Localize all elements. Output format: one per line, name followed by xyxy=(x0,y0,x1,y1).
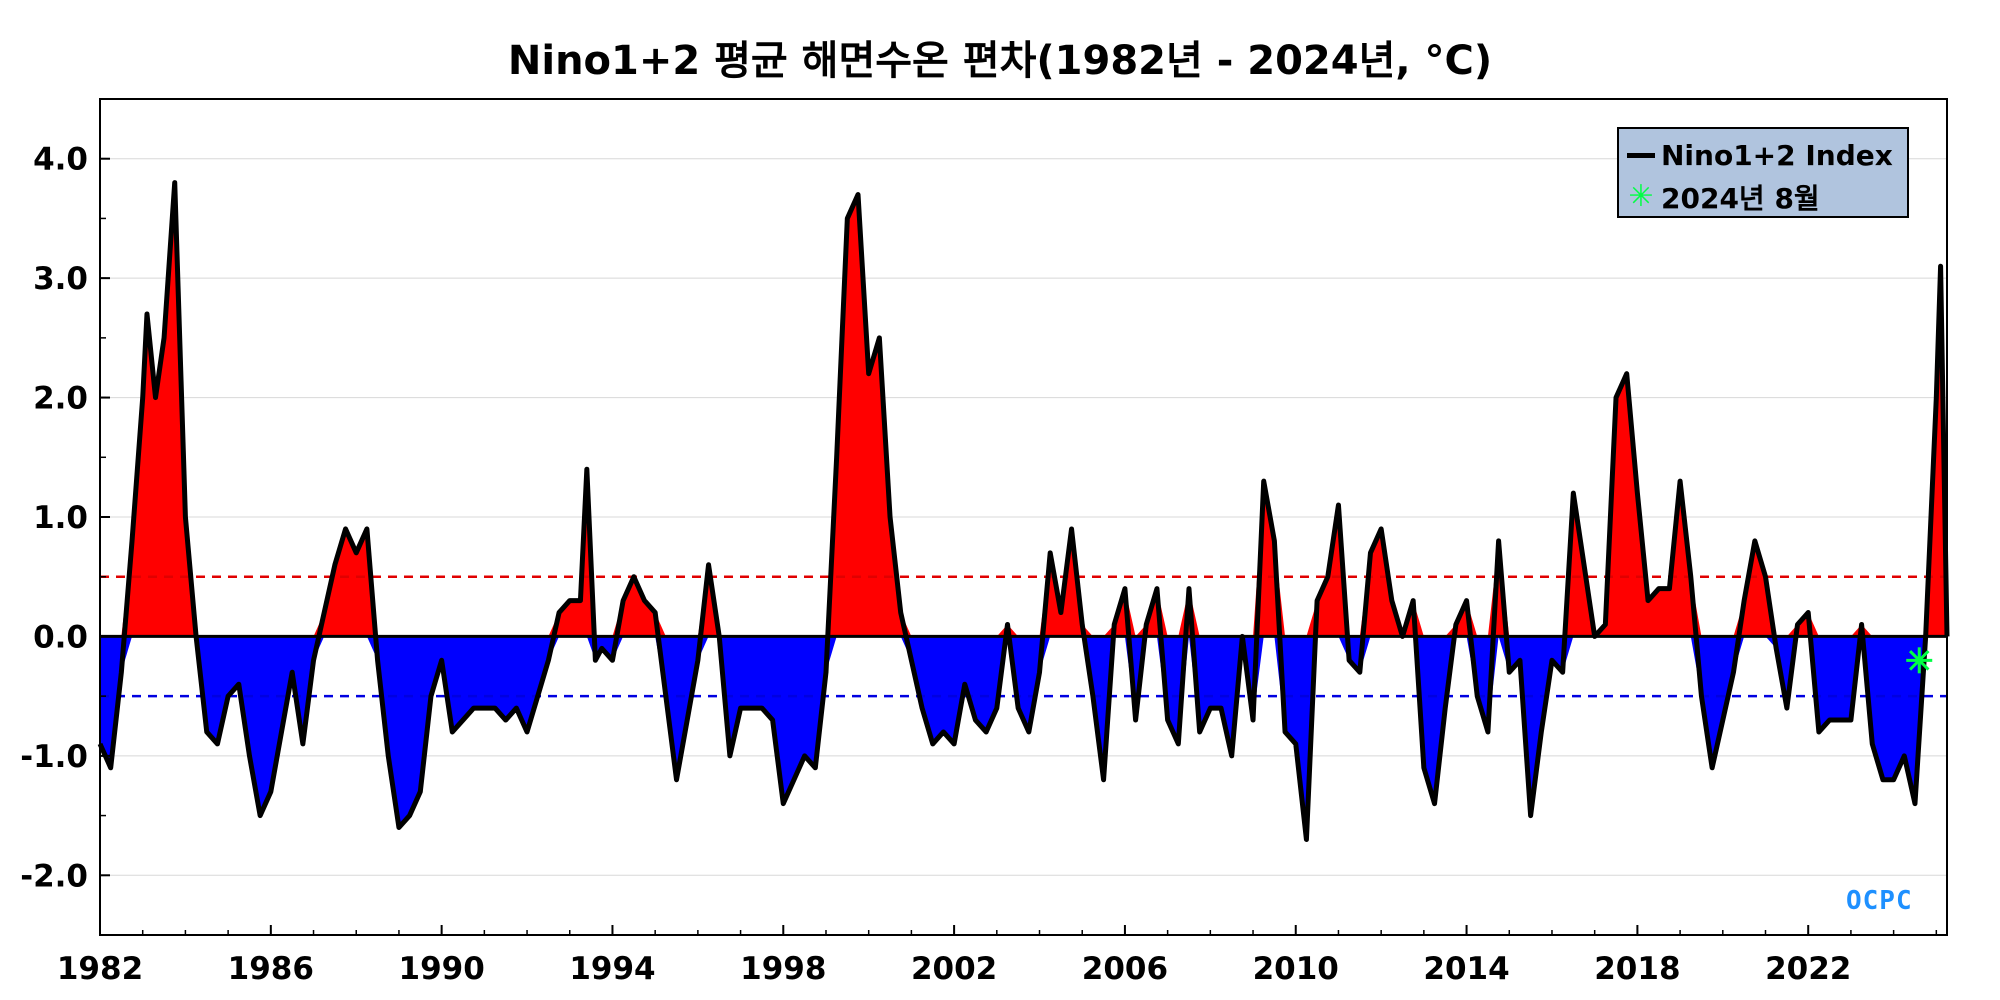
highlight-marker xyxy=(1906,647,1933,674)
x-tick-label: 2018 xyxy=(1594,951,1680,987)
gridlines xyxy=(100,158,1947,876)
ocpc-logo: OCPC xyxy=(1846,886,1913,916)
legend-entry-highlight: ✳ 2024년 8월 xyxy=(1627,177,1820,217)
x-axis-ticks: 1982 1986 1990 1994 1998 2002 2006 2010 2014 2018… xyxy=(57,925,1938,987)
x-tick-label: 1982 xyxy=(57,951,143,987)
legend-line-icon xyxy=(1627,153,1655,158)
y-tick-label: -2.0 xyxy=(20,858,88,894)
positive-anomaly-area xyxy=(100,182,1947,637)
y-tick-label: 0.0 xyxy=(33,619,88,655)
x-tick-label: 1986 xyxy=(228,951,314,987)
legend-label-index: Nino1+2 Index xyxy=(1661,139,1893,172)
legend: Nino1+2 Index ✳ 2024년 8월 xyxy=(1617,127,1909,218)
index-series-line xyxy=(97,180,1950,842)
legend-entry-index: Nino1+2 Index xyxy=(1627,139,1893,172)
x-tick-label: 2010 xyxy=(1253,951,1339,987)
x-tick-label: 2022 xyxy=(1765,951,1851,987)
x-tick-label: 1998 xyxy=(740,951,826,987)
x-tick-label: 2002 xyxy=(911,951,997,987)
x-tick-label: 2006 xyxy=(1082,951,1168,987)
negative-anomaly-area xyxy=(100,636,1947,840)
x-tick-label: 2014 xyxy=(1423,951,1509,987)
threshold-lines xyxy=(100,575,1947,698)
legend-label-highlight: 2024년 8월 xyxy=(1661,182,1820,215)
y-axis-ticks: 4.0 3.0 2.0 1.0 0.0 -1.0 -2.0 xyxy=(20,98,110,936)
y-tick-label: 3.0 xyxy=(33,261,88,297)
y-tick-label: 4.0 xyxy=(33,142,88,178)
anomaly-fill xyxy=(100,182,1947,840)
y-tick-label: 2.0 xyxy=(33,381,88,417)
y-tick-label: -1.0 xyxy=(20,739,88,775)
star-stroke xyxy=(1908,650,1930,671)
highlight-star-marker xyxy=(1906,647,1933,674)
x-tick-label: 1990 xyxy=(399,951,485,987)
x-tick-label: 1994 xyxy=(569,951,655,987)
chart-title: Nino1+2 평균 해면수온 편차(1982년 - 2024년, °C) xyxy=(507,38,1493,84)
y-tick-label: 1.0 xyxy=(33,500,88,536)
index-line xyxy=(97,180,1950,842)
legend-star-icon: ✳ xyxy=(1628,179,1654,214)
